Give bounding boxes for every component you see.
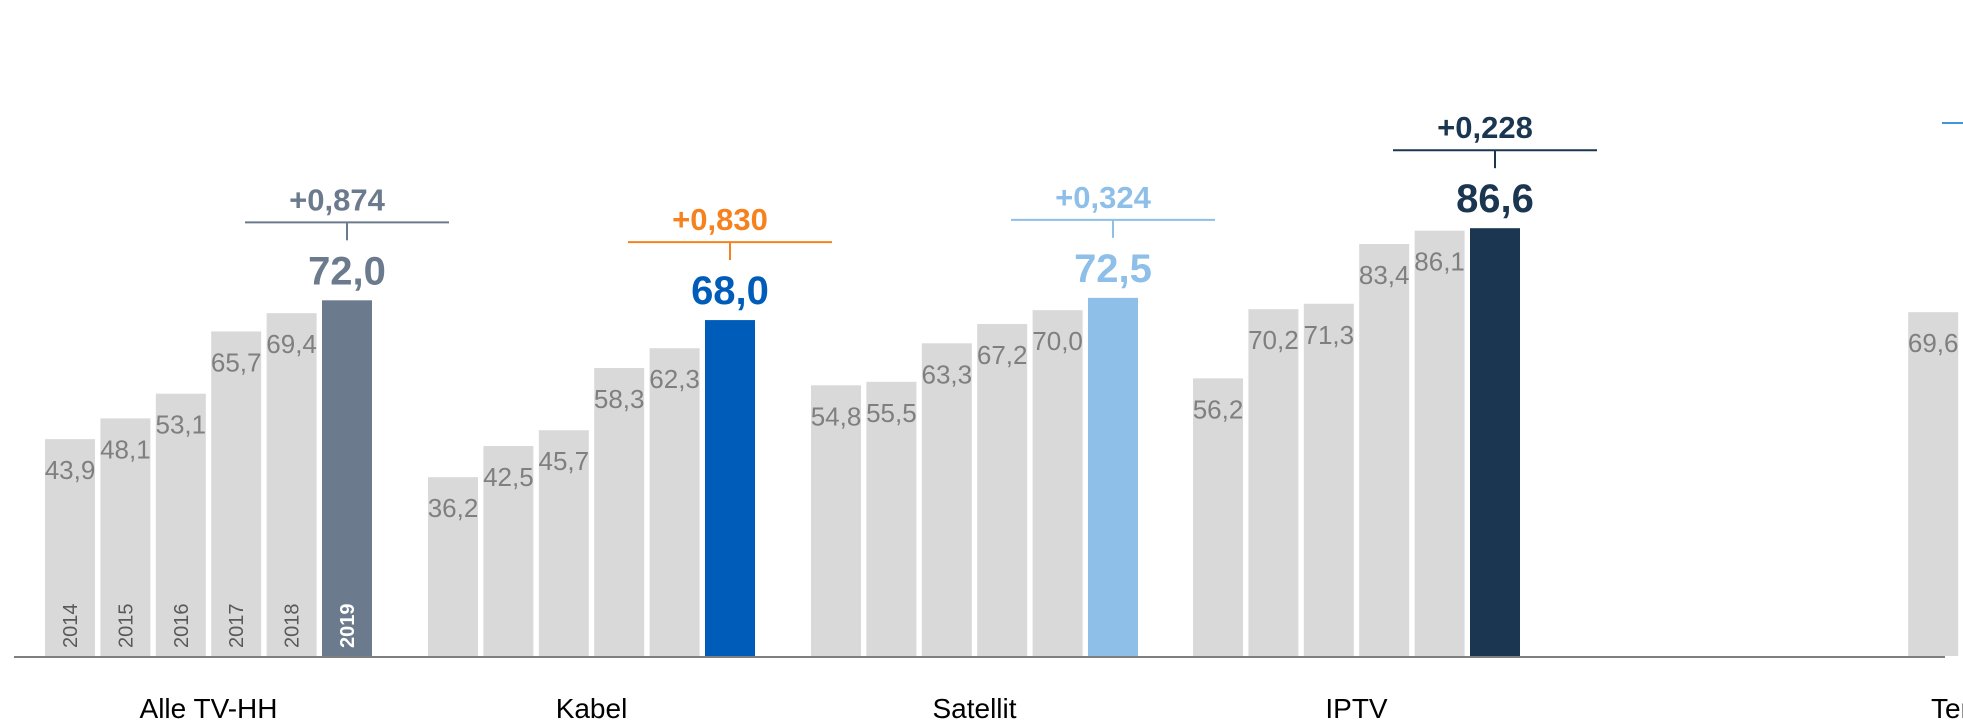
bars-layer [45,228,1959,657]
value-label: 56,2 [1193,394,1244,424]
value-label: 53,1 [155,410,206,440]
bar-iptv-2015 [1248,309,1299,656]
value-label: 45,7 [538,446,589,476]
group-label: Terrestrik [1931,693,1963,721]
current-value-label: 68,0 [691,269,769,313]
bar-kabel-2016 [538,430,589,656]
value-label: 43,9 [45,455,96,485]
year-label-2016: 2016 [171,604,193,649]
value-label: 83,4 [1359,260,1410,290]
year-label-2015: 2015 [115,604,137,649]
bar-satellit-2015 [866,381,917,656]
bar-satellit-2016 [921,343,972,656]
year-label-2019: 2019 [337,604,359,649]
group-label: Alle TV-HH [140,693,278,721]
delta-label: +0,874 [289,182,385,217]
bar-iptv-2017 [1359,244,1410,656]
bar-alle-tv-hh-2015 [100,418,151,656]
value-label: 42,5 [483,462,534,492]
value-label: 86,1 [1414,247,1465,277]
value-label: 69,4 [266,329,317,359]
bar-alle-tv-hh-2017 [211,331,262,656]
value-label: 36,2 [428,493,479,523]
value-label: 67,2 [977,340,1028,370]
group-label: IPTV [1325,693,1388,721]
delta-label: +0,324 [1055,180,1151,215]
bar-satellit-2019 [1088,297,1138,656]
value-label: 69,6 [1908,328,1959,358]
bar-kabel-2017 [594,367,645,656]
bar-iptv-2016 [1303,303,1354,656]
group-label: Kabel [556,693,628,721]
bar-iptv-2014 [1193,378,1243,656]
bar-terrestrik-2017 [1908,312,1959,656]
value-label: 48,1 [100,434,151,464]
bar-kabel-2015 [483,446,534,656]
value-label: 62,3 [649,364,700,394]
year-label-2017: 2017 [226,604,248,649]
delta-label: +0,228 [1437,110,1533,145]
year-label-2018: 2018 [282,604,304,649]
bar-satellit-2018 [1032,310,1083,656]
bar-alle-tv-hh-2014 [45,439,95,656]
value-label: 71,3 [1303,320,1354,350]
bar-satellit-2014 [811,385,861,656]
bar-kabel-2019 [705,320,755,656]
group-label: Satellit [932,693,1016,721]
value-label: 55,5 [866,398,917,428]
labels-layer: 2014 43,9 2015 48,1 2016 53,1 2017 65,7 2018 69,4… [45,110,1963,721]
value-label: 63,3 [921,359,972,389]
bar-iptv-2018 [1414,230,1465,656]
value-label: 65,7 [211,347,262,377]
current-value-label: 72,5 [1074,247,1152,291]
bar-kabel-2018 [649,348,700,656]
bar-iptv-2019 [1470,228,1520,657]
bar-satellit-2017 [977,324,1028,656]
bar-alle-tv-hh-2019 [322,300,372,656]
value-label: 70,0 [1032,326,1083,356]
value-label: 54,8 [811,401,862,431]
value-label: 70,2 [1248,325,1299,355]
bar-alle-tv-hh-2018 [266,313,317,656]
bar-kabel-2014 [428,477,478,656]
delta-label: +0,830 [672,202,768,237]
value-label: 58,3 [594,384,645,414]
current-value-label: 72,0 [308,249,386,293]
current-value-label: 86,6 [1456,177,1534,221]
bar-alle-tv-hh-2016 [155,393,206,656]
year-label-2014: 2014 [60,604,82,649]
